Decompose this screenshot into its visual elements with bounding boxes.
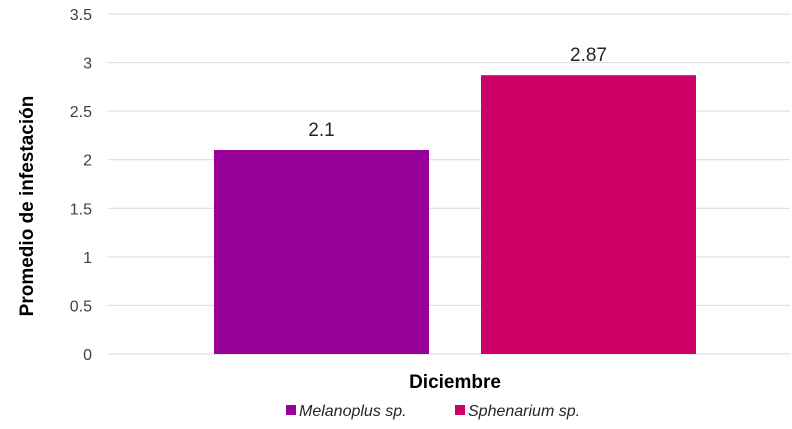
- data-label: 2.87: [570, 45, 607, 66]
- y-tick-label: 1.5: [70, 201, 92, 218]
- y-tick-label: 1: [83, 250, 92, 267]
- y-tick-label: 2.5: [70, 104, 92, 121]
- y-tick-label: 0: [83, 347, 92, 364]
- data-label: 2.1: [308, 120, 334, 141]
- y-tick-label: 0.5: [70, 298, 92, 315]
- y-tick-label: 3.5: [70, 7, 92, 24]
- data-labels: 2.1 2.87: [308, 45, 607, 141]
- y-axis-label: Promedio de infestación: [17, 96, 38, 317]
- legend: Melanoplus sp. Sphenarium sp.: [286, 403, 580, 420]
- x-axis-label: Diciembre: [409, 372, 501, 393]
- y-tick-label: 3: [83, 56, 92, 73]
- legend-swatch: [455, 405, 465, 415]
- y-axis-ticks: 0 0.5 1 1.5 2 2.5 3 3.5: [70, 7, 92, 364]
- legend-swatch: [286, 405, 296, 415]
- legend-label: Melanoplus sp.: [299, 403, 407, 420]
- bars: [214, 75, 696, 354]
- legend-label: Sphenarium sp.: [468, 403, 580, 420]
- y-tick-label: 2: [83, 153, 92, 170]
- bar-sphenarium: [481, 75, 696, 354]
- bar-melanoplus: [214, 150, 429, 354]
